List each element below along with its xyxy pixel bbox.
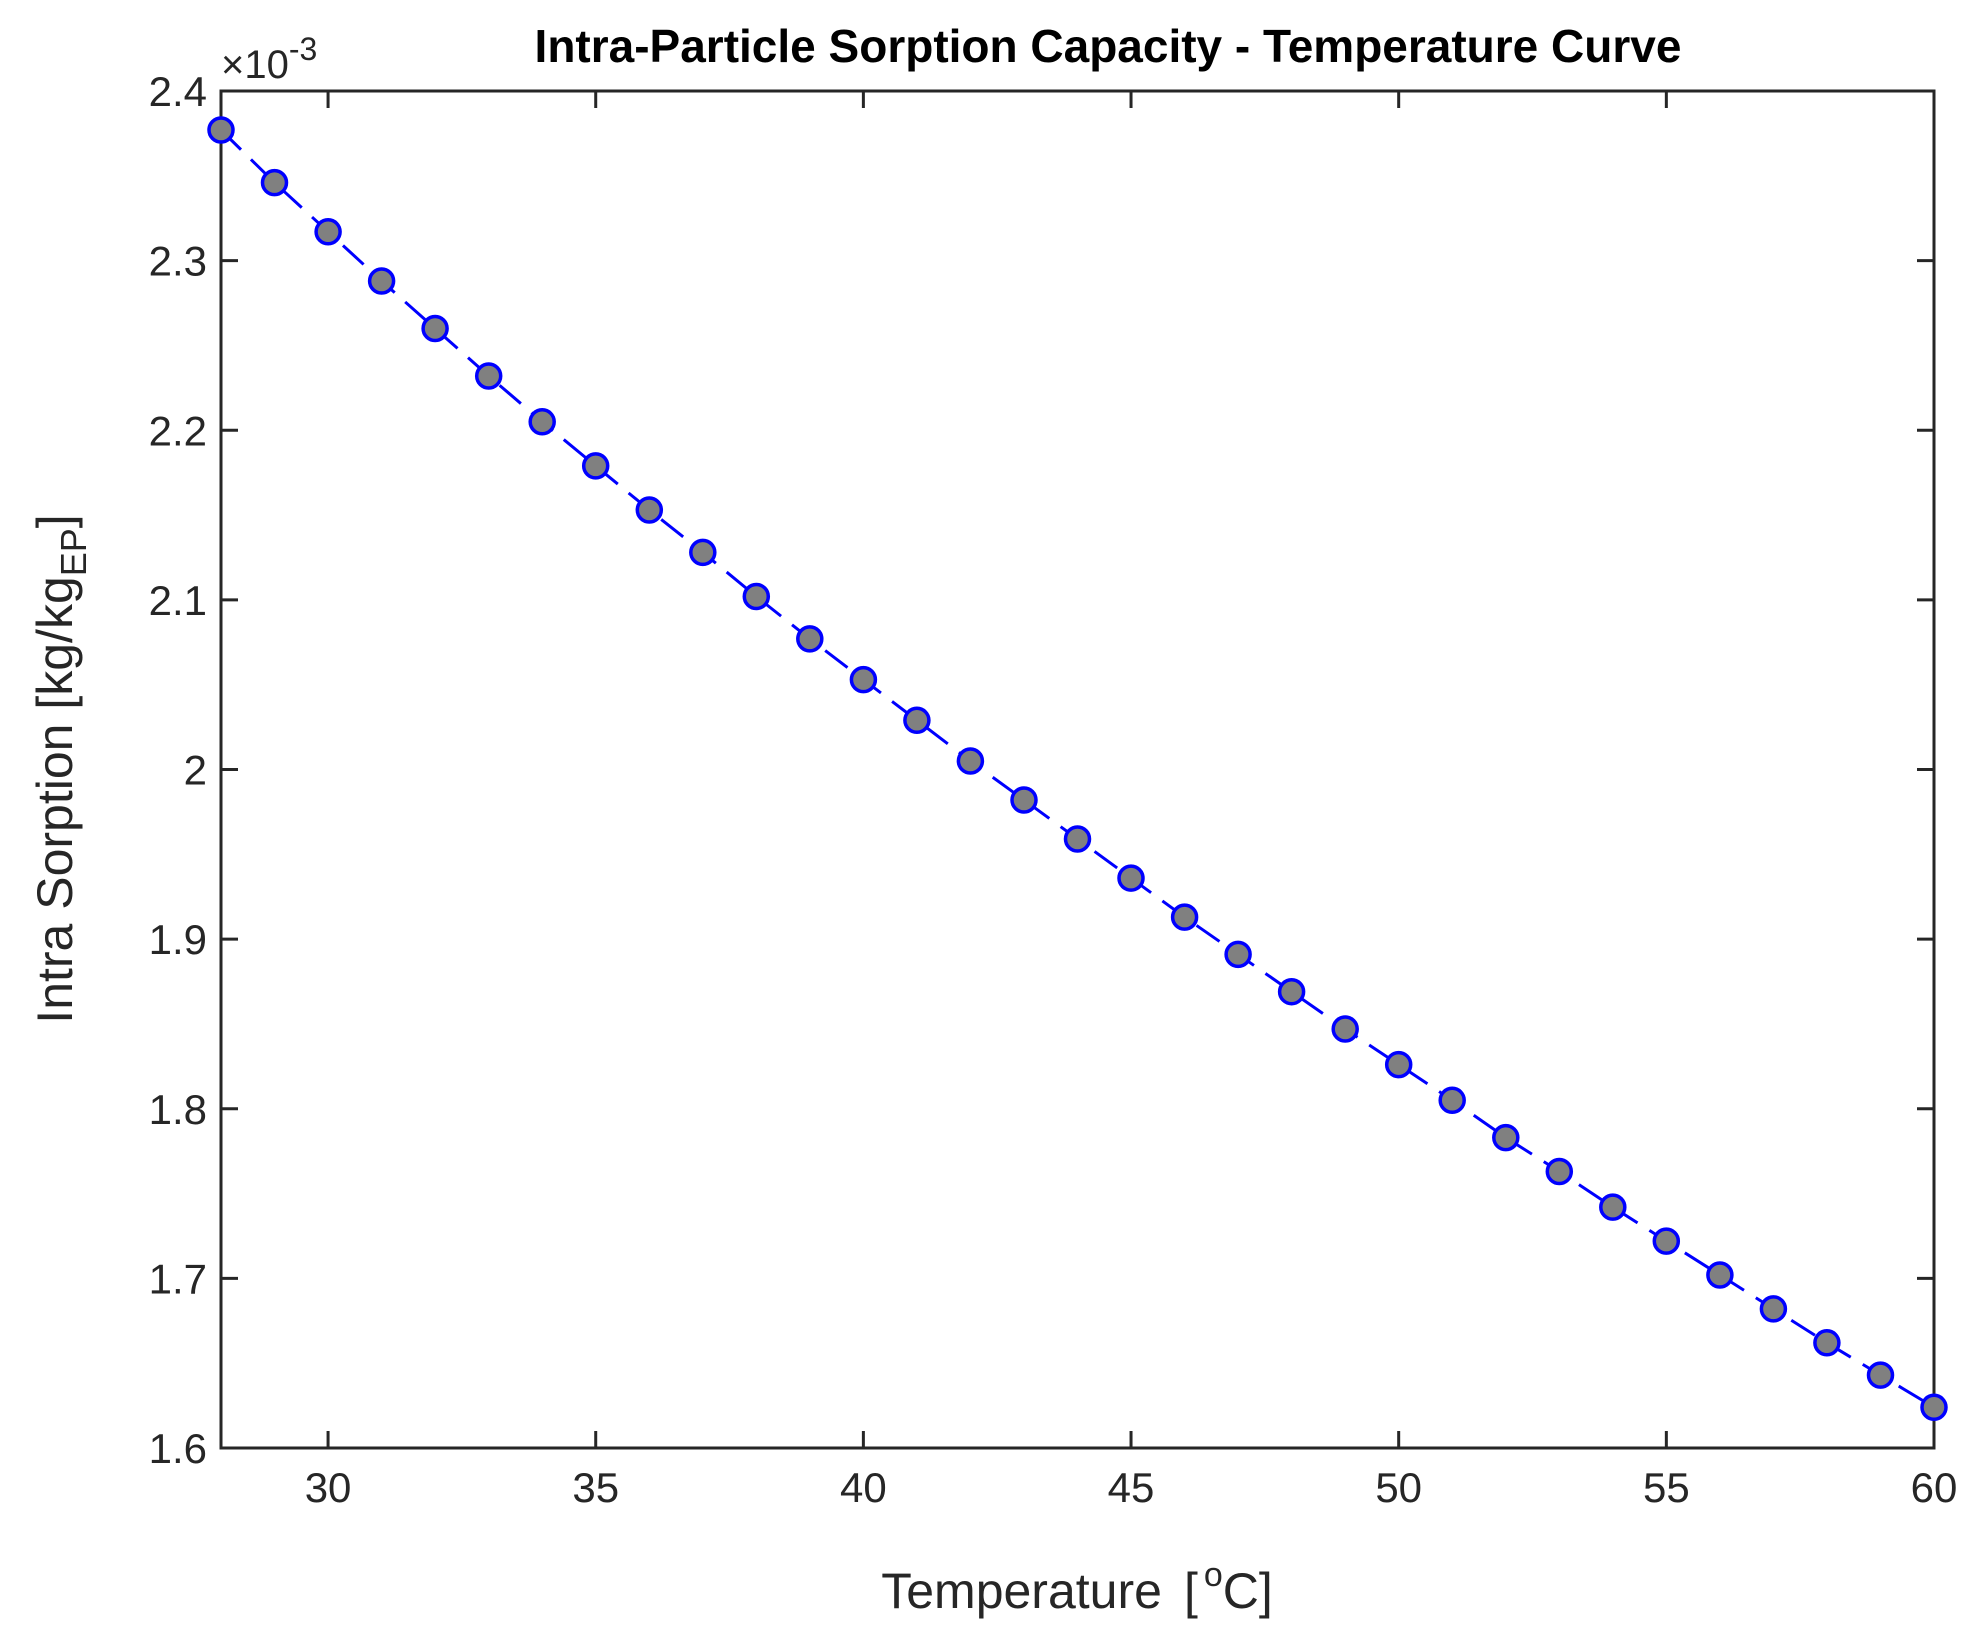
data-point (207, 116, 235, 144)
x-axis-unit-sup: o (1204, 1556, 1223, 1594)
x-axis-unit: C] (1223, 1563, 1273, 1619)
data-point (1813, 1329, 1841, 1357)
y-tick-label: 1.6 (149, 1425, 207, 1472)
data-point (956, 747, 985, 775)
x-tick-label: 55 (1643, 1464, 1690, 1511)
y-exponent-prefix: ×10 (221, 43, 289, 87)
x-tick-label: 45 (1108, 1464, 1155, 1511)
y-tick-labels: 1.6 1.7 1.8 1.9 2 2.1 2.2 2.3 2.4 (149, 68, 207, 1472)
y-tick-label: 1.9 (149, 916, 207, 963)
data-point (1384, 1050, 1413, 1079)
x-tick-label: 30 (305, 1464, 352, 1511)
series-markers (207, 116, 1948, 1422)
y-tick-label: 2.1 (149, 577, 207, 624)
axes-box (219, 89, 1936, 1450)
data-point (1492, 1123, 1520, 1152)
data-point (581, 452, 610, 480)
data-point (1224, 940, 1252, 969)
y-axis-title-close: ] (27, 514, 83, 528)
data-point (1170, 903, 1199, 931)
y-exponent-power: -3 (289, 31, 317, 67)
x-axis-title-text: Temperature (881, 1563, 1162, 1619)
data-point (421, 314, 449, 343)
data-point (314, 218, 342, 246)
data-point (796, 625, 824, 653)
data-point (260, 168, 289, 197)
y-exponent-label: ×10-3 (221, 31, 317, 87)
y-tick-label: 1.7 (149, 1255, 207, 1302)
x-axis-title: Temperature [oC] (881, 1556, 1273, 1619)
x-tick-labels: 30 35 40 45 50 55 60 (305, 1464, 1958, 1511)
chart-title: Intra-Particle Sorption Capacity - Tempe… (535, 20, 1682, 72)
data-point (1117, 864, 1145, 892)
y-tick-label: 1.8 (149, 1086, 207, 1133)
data-point (1706, 1261, 1734, 1289)
y-axis-title-sub: EP (53, 528, 94, 576)
data-point (528, 408, 556, 436)
data-point (689, 538, 717, 567)
x-axis-unit-open: [ (1184, 1563, 1198, 1619)
y-tick-label: 2.3 (149, 238, 207, 285)
y-tick-label: 2.2 (149, 407, 207, 454)
data-point (1759, 1295, 1788, 1323)
y-axis-title: Intra Sorption [kg/kgEP] (27, 514, 94, 1023)
data-point (1599, 1193, 1627, 1221)
data-point (849, 665, 878, 694)
data-point (1652, 1227, 1681, 1255)
tick-marks (221, 89, 1936, 1450)
data-point (474, 362, 503, 390)
x-tick-label: 35 (572, 1464, 619, 1511)
data-point (367, 267, 396, 295)
data-point (1920, 1393, 1948, 1422)
data-point (1277, 977, 1306, 1006)
y-tick-label: 2.4 (149, 68, 207, 115)
data-point (1438, 1086, 1466, 1115)
data-point (1866, 1361, 1895, 1389)
data-point (1010, 786, 1038, 814)
y-tick-label: 2 (184, 747, 207, 794)
y-axis-title-text: Intra Sorption [kg/kg (27, 576, 83, 1023)
x-tick-label: 50 (1375, 1464, 1422, 1511)
data-point (1545, 1157, 1574, 1186)
data-point (635, 496, 664, 524)
plot-area: 30 35 40 45 50 55 60 1.6 1.7 1.8 1.9 2 2.1 2.2 2.3 2.4 (149, 68, 1958, 1511)
data-point (1331, 1015, 1359, 1043)
data-point (1063, 825, 1092, 853)
data-point (903, 706, 931, 735)
x-tick-label: 40 (840, 1464, 887, 1511)
data-point (742, 582, 771, 611)
x-tick-label: 60 (1911, 1464, 1958, 1511)
